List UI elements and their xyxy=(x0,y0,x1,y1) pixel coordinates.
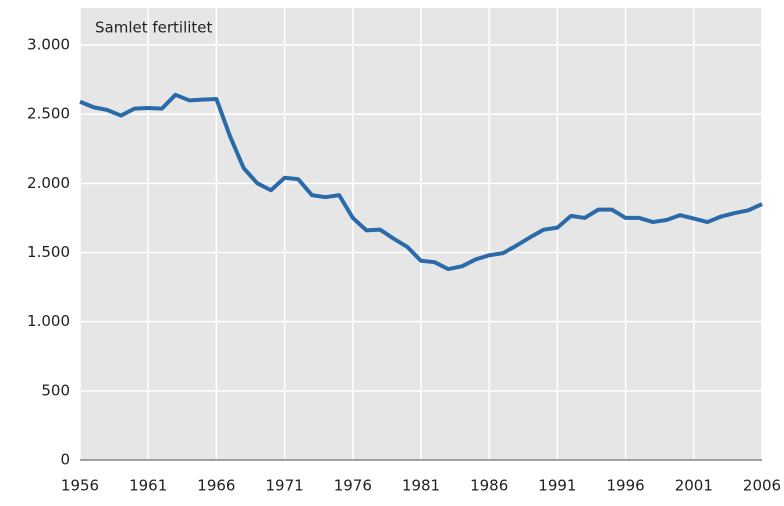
y-tick-label: 2.500 xyxy=(27,105,70,123)
x-tick-label: 1956 xyxy=(61,477,99,495)
y-tick-label: 1.500 xyxy=(27,243,70,261)
x-tick-label: 1961 xyxy=(129,477,167,495)
x-tick-label: 1966 xyxy=(197,477,235,495)
x-tick-label: 2006 xyxy=(743,477,781,495)
x-tick-label: 1991 xyxy=(538,477,576,495)
y-tick-label: 2.000 xyxy=(27,174,70,192)
y-tick-label: 1.000 xyxy=(27,312,70,330)
y-tick-label: 3.000 xyxy=(27,36,70,54)
x-tick-label: 1996 xyxy=(607,477,645,495)
y-tick-label: 0 xyxy=(60,451,70,469)
data-line xyxy=(79,92,763,272)
y-tick-label: 500 xyxy=(41,381,70,399)
y-axis-label: Samlet fertilitet xyxy=(95,19,213,37)
x-tick-label: 1976 xyxy=(334,477,372,495)
x-tick-label: 1971 xyxy=(266,477,304,495)
x-tick-label: 1986 xyxy=(470,477,508,495)
x-tick-label: 1981 xyxy=(402,477,440,495)
x-tick-label: 2001 xyxy=(675,477,713,495)
